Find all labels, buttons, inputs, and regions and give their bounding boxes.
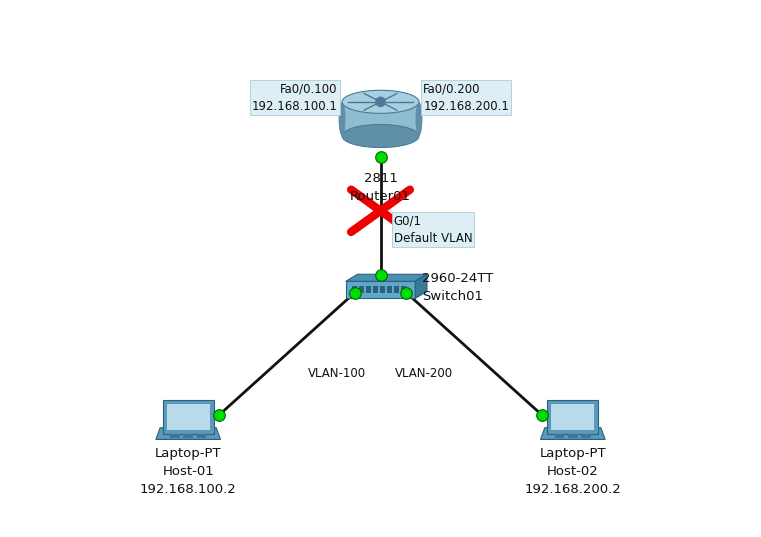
Bar [352, 286, 357, 293]
Text: Fa0/0.100
192.168.100.1: Fa0/0.100 192.168.100.1 [252, 82, 338, 113]
Bar [380, 286, 385, 293]
Bar [401, 286, 406, 293]
Text: Laptop-PT
Host-01
192.168.100.2: Laptop-PT Host-01 192.168.100.2 [140, 447, 237, 497]
Bar [359, 286, 364, 293]
Ellipse shape [342, 125, 419, 148]
Polygon shape [342, 102, 419, 136]
Bar [555, 433, 564, 438]
Bar [387, 286, 392, 293]
Polygon shape [540, 427, 605, 439]
Bar [568, 433, 578, 438]
Bar [170, 433, 180, 438]
Text: 2811
Router01: 2811 Router01 [350, 172, 411, 204]
Polygon shape [345, 274, 427, 281]
Point [374, 271, 387, 279]
Polygon shape [156, 427, 221, 439]
Point [212, 411, 224, 420]
Bar [183, 433, 193, 438]
Text: G0/1
Default VLAN: G0/1 Default VLAN [394, 214, 473, 245]
Text: 2960-24TT
Switch01: 2960-24TT Switch01 [422, 272, 493, 303]
Bar [394, 286, 399, 293]
Polygon shape [345, 281, 416, 299]
Point [400, 288, 412, 297]
Text: VLAN-200: VLAN-200 [395, 367, 453, 380]
Circle shape [376, 97, 385, 106]
Bar [197, 433, 206, 438]
Polygon shape [416, 274, 427, 299]
Ellipse shape [339, 102, 345, 136]
Bar [581, 433, 591, 438]
Polygon shape [551, 404, 594, 430]
Ellipse shape [342, 90, 419, 113]
Polygon shape [167, 404, 210, 430]
Text: VLAN-100: VLAN-100 [308, 367, 366, 380]
Polygon shape [547, 401, 598, 433]
Text: Fa0/0.200
192.168.200.1: Fa0/0.200 192.168.200.1 [423, 82, 509, 113]
Bar [373, 286, 377, 293]
Ellipse shape [416, 102, 422, 136]
Point [537, 411, 549, 420]
Polygon shape [163, 401, 214, 433]
Point [374, 153, 387, 162]
Bar [366, 286, 371, 293]
Text: Laptop-PT
Host-02
192.168.200.2: Laptop-PT Host-02 192.168.200.2 [524, 447, 621, 497]
Point [349, 288, 361, 297]
